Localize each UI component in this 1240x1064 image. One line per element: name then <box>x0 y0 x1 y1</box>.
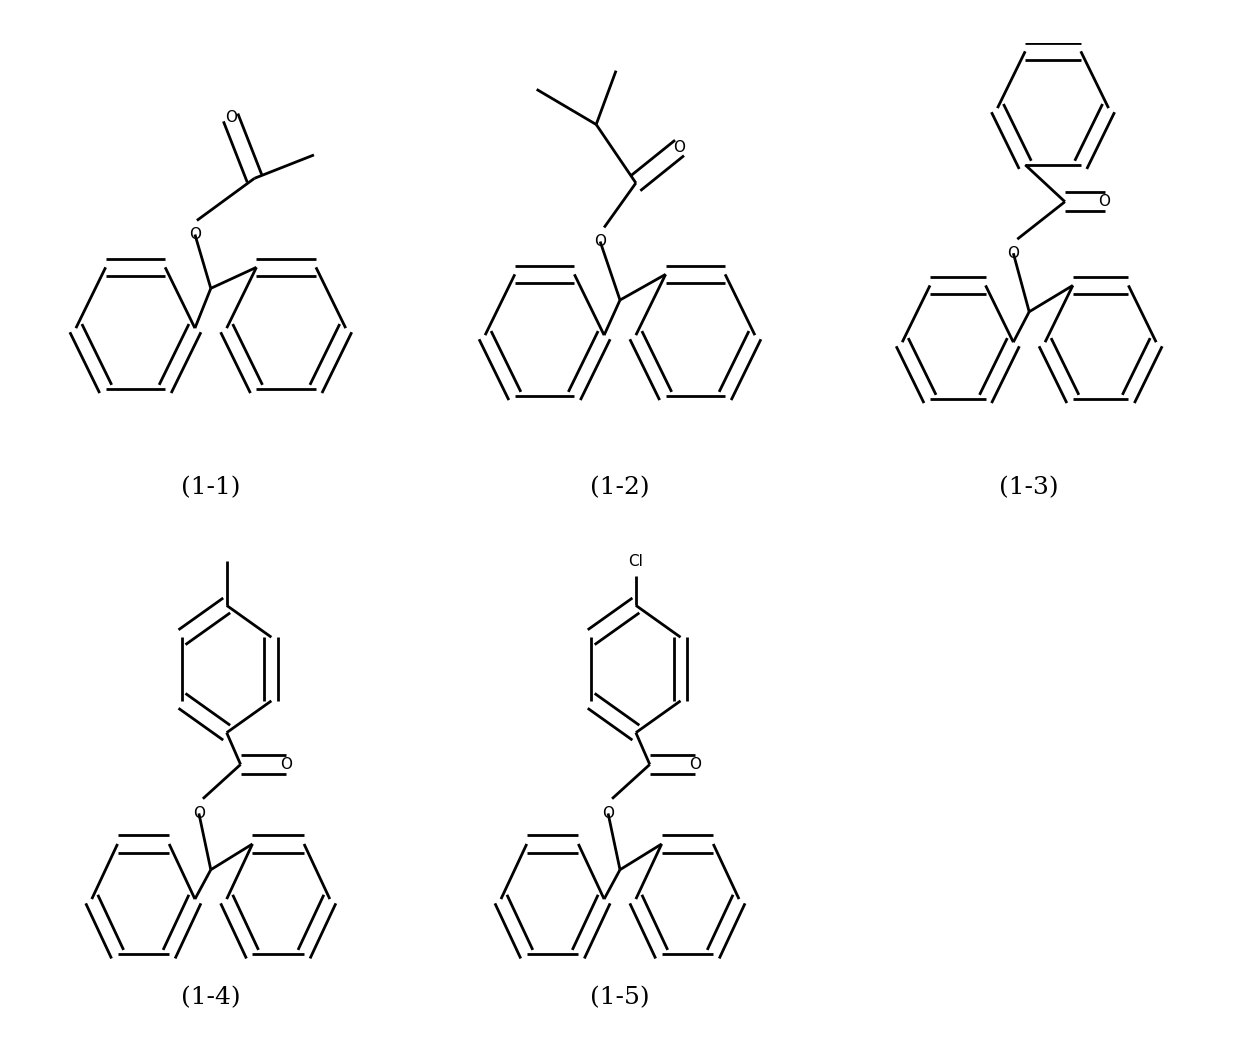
Text: O: O <box>188 227 201 242</box>
Text: (1-1): (1-1) <box>181 476 241 499</box>
Text: Cl: Cl <box>629 553 644 568</box>
Text: O: O <box>673 140 686 155</box>
Text: O: O <box>1099 195 1111 210</box>
Text: (1-5): (1-5) <box>590 986 650 1009</box>
Text: O: O <box>280 757 293 772</box>
Text: O: O <box>193 805 205 821</box>
Text: (1-2): (1-2) <box>590 476 650 499</box>
Text: O: O <box>603 805 614 821</box>
Text: O: O <box>689 757 702 772</box>
Text: (1-4): (1-4) <box>181 986 241 1009</box>
Text: O: O <box>1007 246 1019 261</box>
Text: O: O <box>594 234 606 249</box>
Text: (1-3): (1-3) <box>999 476 1059 499</box>
Text: O: O <box>224 110 237 124</box>
